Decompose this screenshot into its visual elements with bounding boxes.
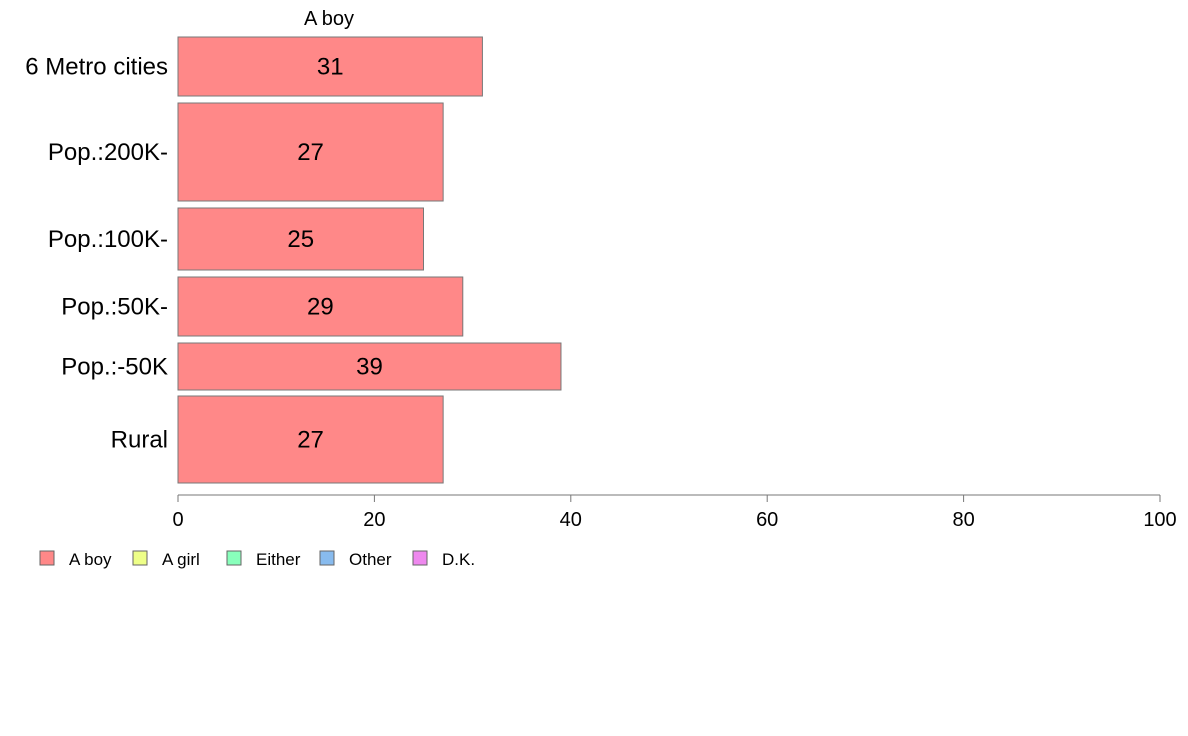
legend-label: Other xyxy=(349,550,392,569)
column-title: A boy xyxy=(304,8,354,30)
bar-value-label: 39 xyxy=(356,354,383,381)
legend-label: Either xyxy=(256,550,301,569)
legend-label: A girl xyxy=(162,550,200,569)
bars-group: 6 Metro cities 31 Pop.:200K- 27 Pop.:100K- 25… xyxy=(25,36,562,484)
category-label: Pop.:200K- xyxy=(48,139,168,166)
legend-label: D.K. xyxy=(442,550,475,569)
bar xyxy=(177,342,562,391)
bar-value-label: 25 xyxy=(287,226,314,253)
legend-label: A boy xyxy=(69,550,112,569)
category-label: Pop.:50K- xyxy=(61,294,168,321)
legend-swatch xyxy=(132,550,148,566)
x-tick-label: 20 xyxy=(363,509,385,531)
x-axis: 0 20 40 60 80 100 xyxy=(172,494,1177,531)
legend-swatch xyxy=(39,550,55,566)
legend-swatch xyxy=(319,550,335,566)
bar-value-label: 29 xyxy=(307,294,334,321)
legend-item: Other xyxy=(319,550,392,569)
legend-swatch xyxy=(226,550,242,566)
bar xyxy=(177,276,464,337)
legend-swatch xyxy=(412,550,428,566)
x-tick-label: 40 xyxy=(560,509,582,531)
x-tick-label: 0 xyxy=(172,509,183,531)
bar-value-label: 27 xyxy=(297,427,324,454)
legend-item: D.K. xyxy=(412,550,475,569)
category-label: 6 Metro cities xyxy=(25,54,168,81)
legend: A boy A girl Either Other D.K. xyxy=(39,550,475,569)
column-title-group: A boy xyxy=(304,8,354,30)
x-tick-label: 100 xyxy=(1143,509,1176,531)
legend-item: Either xyxy=(226,550,301,569)
x-tick-label: 80 xyxy=(952,509,974,531)
legend-item: A girl xyxy=(132,550,200,569)
x-tick-label: 60 xyxy=(756,509,778,531)
bar-value-label: 27 xyxy=(297,139,324,166)
category-label: Rural xyxy=(111,427,168,454)
legend-item: A boy xyxy=(39,550,112,569)
bar xyxy=(177,36,483,97)
category-label: Pop.:-50K xyxy=(61,354,168,381)
bar xyxy=(177,207,424,271)
bar xyxy=(177,395,444,484)
bar xyxy=(177,102,444,202)
bar-value-label: 31 xyxy=(317,54,344,81)
category-label: Pop.:100K- xyxy=(48,226,168,253)
